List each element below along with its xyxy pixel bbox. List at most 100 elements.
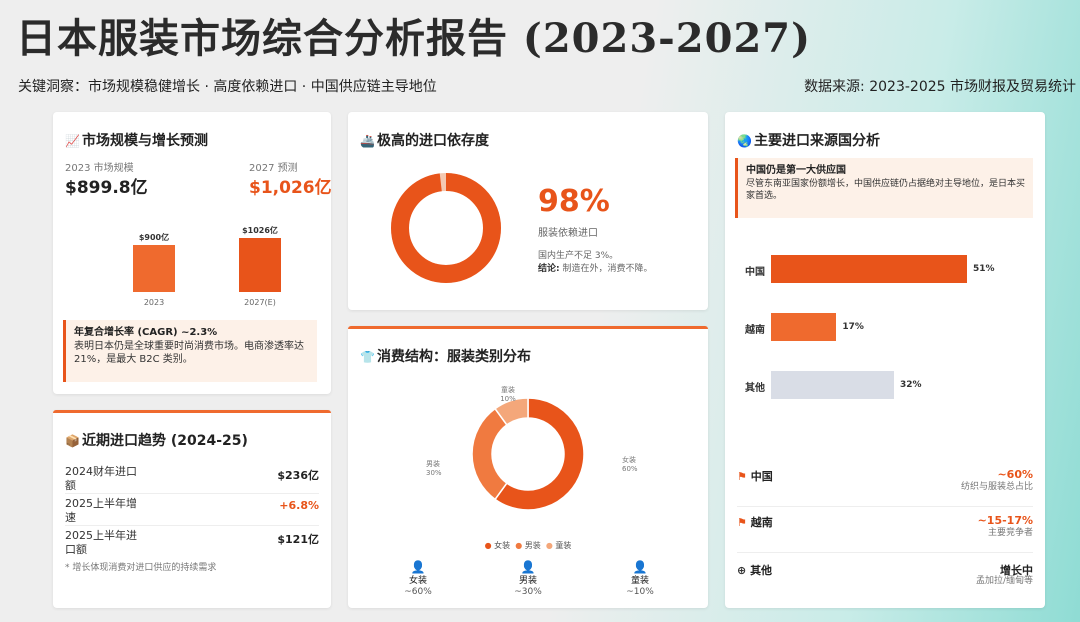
source-bar-label: 17%: [842, 322, 864, 332]
legend-label: 女装: [494, 541, 511, 550]
callout-title: 中国仍是第一大供应国: [746, 165, 846, 176]
stat-value: ~30%: [514, 587, 542, 598]
market-bar: [133, 244, 175, 292]
cagr-note: 年复合增长率 (CAGR) ~2.3% 表明日本仍是全球重要时尚消费市场。电商渗…: [63, 320, 317, 382]
cagr-text: 表明日本仍是全球重要时尚消费市场。电商渗透率达 21%，是最大 B2C 类别。: [74, 340, 304, 366]
globe-icon: 🌏: [737, 134, 752, 148]
source-bar-category: 越南: [745, 325, 765, 336]
card-accent-bar: [53, 410, 331, 413]
import-donut: [391, 173, 501, 283]
pie-slice-name: 童装: [501, 385, 515, 394]
import-note-1: 国内生产不足 3%。: [538, 251, 619, 261]
page-title: 日本服装市场综合分析报告 (2023-2027): [16, 15, 812, 62]
import-dependency-card: 🚢 极高的进口依存度 98% 服装依赖进口 国内生产不足 3%。 结论: 制造在外…: [348, 112, 708, 310]
import-percent: 98%: [538, 184, 610, 219]
stat-name: 女装: [408, 575, 427, 586]
trend-value: $236亿: [277, 469, 319, 482]
divider: [737, 552, 1033, 553]
stat-name: 童装: [630, 575, 649, 586]
consumption-title: 👕 消费结构：服装类别分布: [360, 349, 531, 365]
pie-slice-label: 60%: [622, 465, 638, 473]
pie-slice-label: 10%: [500, 395, 516, 403]
import-trend-card: 📦 近期进口趋势 (2024-25) 2024财年进口额 $236亿 2025上半…: [53, 410, 331, 608]
pie-slice: [471, 407, 508, 501]
import-trend-title: 📦 近期进口趋势 (2024-25): [65, 433, 248, 449]
trend-value: $121亿: [277, 533, 319, 546]
pie-slice: [494, 397, 529, 426]
ship-icon: 🚢: [360, 134, 375, 148]
source-bar: [771, 371, 894, 399]
globe-small-icon: ⊕: [737, 564, 747, 577]
legend-label: 男装: [524, 541, 541, 550]
stat-name: 男装: [518, 575, 537, 586]
legend-dot-icon: ●: [545, 541, 553, 550]
market-bar-label: $1026亿: [242, 225, 278, 235]
value-2027: $1,026亿: [249, 178, 332, 198]
kids-stat: 👤 童装 ~10%: [610, 560, 670, 599]
callout-text: 尽管东南亚国家份额增长，中国供应链仍占据绝对主导地位，是日本买家首选。: [746, 178, 1026, 201]
market-bar-label: $900亿: [138, 232, 170, 242]
source-percent: 增长中: [1000, 564, 1033, 577]
chart-line-icon: 📈: [65, 134, 80, 148]
label-2027: 2027 预测: [249, 163, 298, 174]
market-size-card: 📈 市场规模与增长预测 2023 市场规模 $899.8亿 2027 预测 $1,…: [53, 112, 332, 394]
donut-fill: [391, 173, 501, 283]
trend-footnote: * 增长体现消费对进口供应的持续需求: [65, 563, 217, 573]
pie-slice: [494, 397, 585, 511]
divider: [737, 506, 1033, 507]
market-bar-category: 2023: [143, 298, 165, 307]
men-stat: 👤 男装 ~30%: [498, 560, 558, 599]
source-list-item: ⚑ 中国 ~60% 纺织与服装总占比: [737, 468, 1033, 508]
source-name: ⚑ 越南: [737, 516, 773, 529]
source-percent: ~60%: [997, 468, 1033, 481]
source-bar-label: 32%: [899, 380, 922, 390]
import-note-2: 结论: 制造在外，消费不降。: [538, 264, 653, 274]
person-icon: 👤: [410, 560, 426, 574]
trend-key: 2025上半年增速: [65, 497, 137, 525]
stat-value: ~60%: [404, 587, 432, 598]
pie-legend: ● 女装 ● 男装 ● 童装: [348, 540, 708, 551]
market-bar-category: 2027(E): [244, 298, 276, 307]
trend-key: 2024财年进口额: [65, 465, 137, 493]
source-percent: ~15-17%: [977, 514, 1033, 527]
data-source: 数据来源: 2023-2025 市场财报及贸易统计: [804, 79, 1076, 95]
container-icon: 📦: [65, 434, 80, 448]
source-bar-label: 51%: [973, 264, 995, 274]
source-sub: 纺织与服装总占比: [960, 482, 1033, 492]
stat-value: ~10%: [626, 587, 654, 598]
key-insight: 关键洞察：市场规模稳健增长 · 高度依赖进口 · 中国供应链主导地位: [18, 79, 437, 95]
source-sub: 主要竞争者: [987, 528, 1033, 538]
trend-value: +6.8%: [279, 499, 319, 512]
person-icon: 👤: [520, 560, 536, 574]
women-stat: 👤 女装 ~60%: [388, 560, 448, 599]
trend-row: 2025上半年进口额 $121亿: [65, 529, 319, 559]
trend-row: 2024财年进口额 $236亿: [65, 465, 319, 495]
china-callout: 中国仍是第一大供应国 尽管东南亚国家份额增长，中国供应链仍占据绝对主导地位，是日…: [735, 158, 1033, 218]
value-2023: $899.8亿: [65, 178, 148, 198]
cagr-title: 年复合增长率 (CAGR) ~2.3%: [74, 327, 218, 338]
pie-slice-label: 30%: [426, 469, 442, 477]
shirt-icon: 👕: [360, 350, 375, 364]
market-size-title: 📈 市场规模与增长预测: [65, 133, 208, 149]
source-bar-category: 其他: [745, 383, 765, 394]
consumption-card: 👕 消费结构：服装类别分布 女装 60% 男装 30% 童装 10% ● 女装 ● 男装 ●…: [348, 326, 708, 608]
source-list-item: ⚑ 越南 ~15-17% 主要竞争者: [737, 514, 1033, 554]
legend-label: 童装: [555, 541, 572, 550]
label-2023: 2023 市场规模: [65, 163, 134, 174]
source-bar: [771, 313, 837, 341]
import-sources-card: 🌏 主要进口来源国分析 中国仍是第一大供应国 尽管东南亚国家份额增长，中国供应链仍…: [725, 112, 1045, 608]
source-sub: 孟加拉/缅甸等: [975, 576, 1033, 586]
import-dependency-title: 🚢 极高的进口依存度: [360, 133, 489, 149]
source-name: ⊕ 其他: [737, 564, 773, 577]
divider: [65, 493, 319, 494]
card-accent-bar: [348, 326, 708, 329]
flag-icon: ⚑: [737, 516, 747, 529]
market-bar: [239, 237, 281, 292]
import-label: 服装依赖进口: [538, 228, 598, 239]
source-bar-category: 中国: [745, 267, 765, 278]
pie-slice-name: 男装: [426, 459, 440, 468]
pie-slice-name: 女装: [622, 455, 636, 464]
source-bar: [771, 255, 967, 283]
divider: [65, 525, 319, 526]
